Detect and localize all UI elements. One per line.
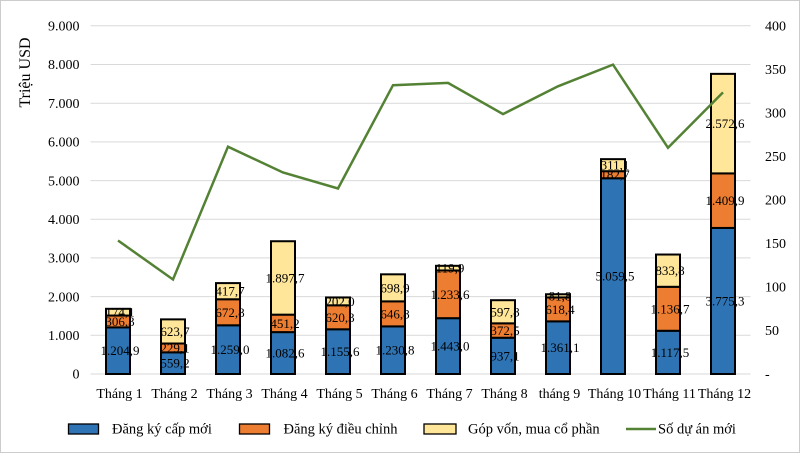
- svg-text:417,7: 417,7: [215, 284, 245, 299]
- svg-text:6.000: 6.000: [48, 136, 80, 151]
- svg-text:Tháng 10: Tháng 10: [588, 387, 641, 402]
- svg-text:Tháng 4: Tháng 4: [261, 387, 307, 402]
- svg-text:559,2: 559,2: [160, 356, 189, 371]
- svg-text:2.000: 2.000: [48, 290, 80, 305]
- svg-text:620,3: 620,3: [325, 310, 354, 325]
- svg-text:119,9: 119,9: [436, 261, 465, 276]
- svg-text:Đăng ký điều chỉnh: Đăng ký điều chỉnh: [284, 422, 399, 438]
- svg-text:400: 400: [765, 20, 786, 35]
- svg-text:311,1: 311,1: [601, 158, 630, 173]
- svg-text:937,1: 937,1: [490, 348, 519, 363]
- svg-text:81,8: 81,8: [549, 288, 572, 303]
- svg-text:Tháng 12: Tháng 12: [698, 387, 751, 402]
- svg-text:7.000: 7.000: [48, 97, 80, 112]
- svg-text:Đăng ký cấp mới: Đăng ký cấp mới: [112, 422, 212, 438]
- svg-text:1.897,7: 1.897,7: [266, 270, 306, 285]
- svg-text:Tháng 2: Tháng 2: [151, 387, 197, 402]
- svg-text:1.082,6: 1.082,6: [266, 346, 306, 361]
- svg-text:618,4: 618,4: [545, 302, 575, 317]
- svg-text:tháng 9: tháng 9: [539, 387, 581, 402]
- svg-text:306,3: 306,3: [105, 314, 134, 329]
- svg-text:229,1: 229,1: [160, 340, 189, 355]
- svg-text:1.136,7: 1.136,7: [651, 301, 691, 316]
- svg-text:350: 350: [765, 63, 786, 78]
- svg-text:Góp vốn, mua cổ phần: Góp vốn, mua cổ phần: [468, 422, 600, 438]
- svg-text:100: 100: [765, 281, 786, 296]
- svg-text:1.000: 1.000: [48, 329, 80, 344]
- svg-text:Tháng 7: Tháng 7: [426, 387, 472, 402]
- svg-text:1.230,8: 1.230,8: [376, 343, 415, 358]
- svg-text:Tháng 1: Tháng 1: [96, 387, 142, 402]
- svg-text:Tháng 11: Tháng 11: [643, 387, 696, 402]
- svg-text:833,8: 833,8: [655, 263, 684, 278]
- svg-text:Số dự án mới: Số dự án mới: [658, 422, 736, 438]
- svg-text:50: 50: [765, 324, 779, 339]
- svg-text:Tháng 3: Tháng 3: [206, 387, 252, 402]
- svg-text:150: 150: [765, 237, 786, 252]
- svg-text:5.000: 5.000: [48, 174, 80, 189]
- svg-text:5.059,5: 5.059,5: [596, 269, 635, 284]
- svg-text:1.409,9: 1.409,9: [706, 193, 745, 208]
- svg-text:1.117,5: 1.117,5: [651, 345, 690, 360]
- svg-text:174,1: 174,1: [105, 305, 134, 320]
- svg-text:Triệu USD: Triệu USD: [17, 37, 34, 107]
- svg-text:451,2: 451,2: [270, 316, 299, 331]
- svg-text:3.000: 3.000: [48, 252, 80, 267]
- svg-text:672,8: 672,8: [215, 305, 244, 320]
- svg-text:4.000: 4.000: [48, 213, 80, 228]
- svg-text:250: 250: [765, 150, 786, 165]
- svg-text:Tháng 8: Tháng 8: [481, 387, 527, 402]
- svg-text:1.155,6: 1.155,6: [321, 344, 361, 359]
- svg-text:1.361,1: 1.361,1: [541, 340, 580, 355]
- svg-text:1.233,6: 1.233,6: [431, 287, 471, 302]
- svg-text:8.000: 8.000: [48, 58, 80, 73]
- svg-text:0: 0: [73, 368, 80, 383]
- svg-text:Tháng 5: Tháng 5: [316, 387, 362, 402]
- svg-text:646,8: 646,8: [380, 306, 409, 321]
- svg-text:372,5: 372,5: [490, 323, 519, 338]
- svg-text:202,0: 202,0: [325, 294, 354, 309]
- svg-text:2.572,6: 2.572,6: [706, 116, 746, 131]
- svg-text:182,7: 182,7: [600, 167, 630, 182]
- svg-text:9.000: 9.000: [48, 20, 80, 35]
- svg-text:-: -: [765, 368, 770, 383]
- svg-text:300: 300: [765, 107, 786, 122]
- svg-text:3.775,3: 3.775,3: [706, 294, 745, 309]
- svg-text:597,8: 597,8: [490, 304, 519, 319]
- svg-text:1.443,0: 1.443,0: [431, 339, 470, 354]
- svg-text:200: 200: [765, 194, 786, 209]
- svg-text:Tháng 6: Tháng 6: [371, 387, 417, 402]
- svg-text:1.259,0: 1.259,0: [211, 342, 250, 357]
- svg-text:623,7: 623,7: [160, 324, 190, 339]
- svg-text:698,9: 698,9: [380, 280, 409, 295]
- svg-text:1.204,9: 1.204,9: [101, 343, 140, 358]
